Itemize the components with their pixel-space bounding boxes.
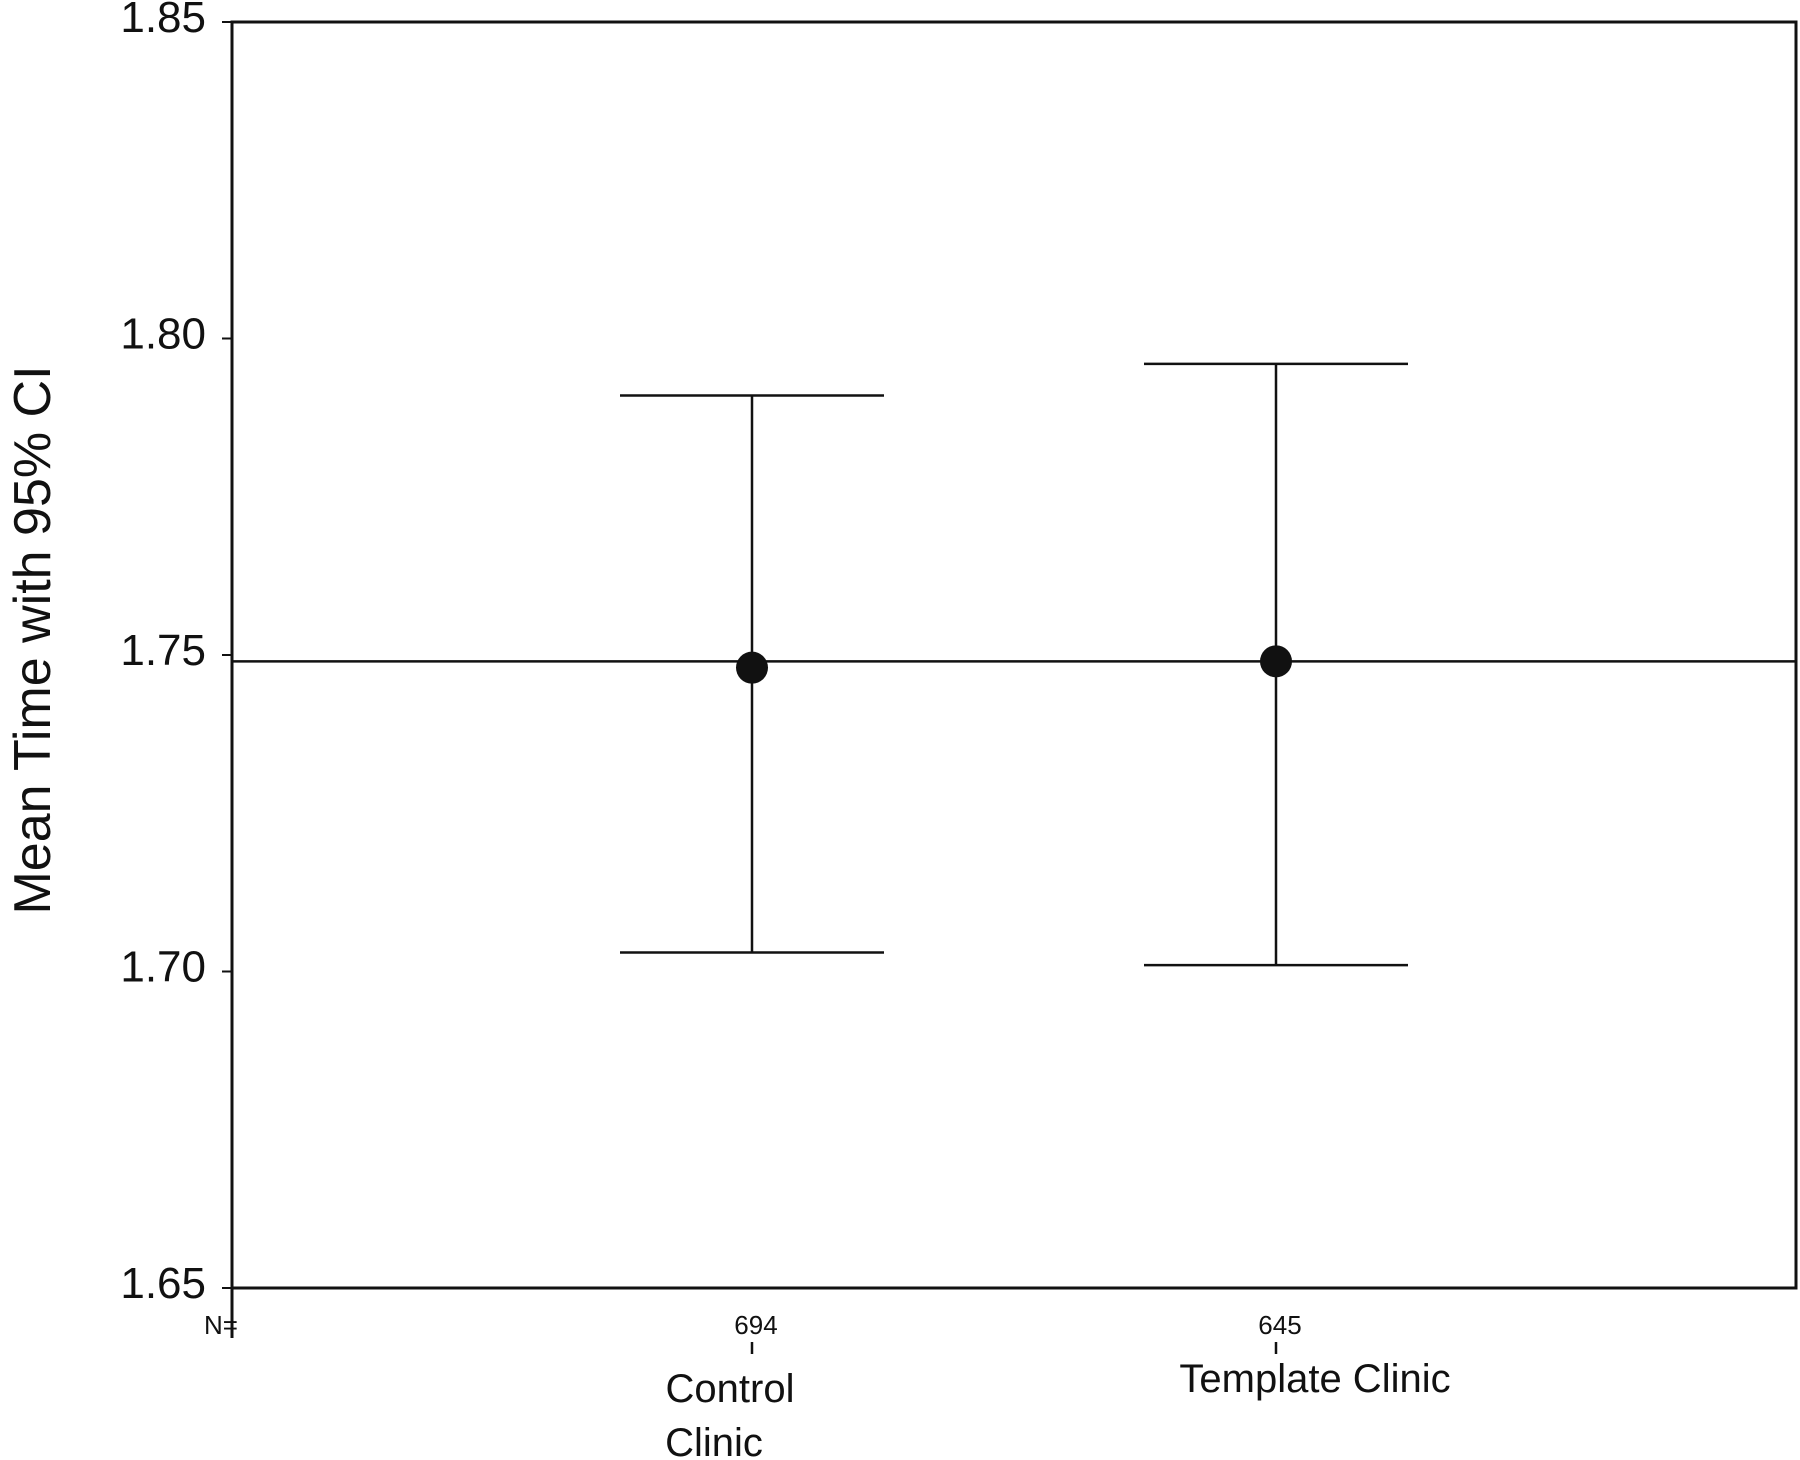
n-value-label: 694 [734,1310,777,1340]
y-tick-label: 1.65 [120,1259,206,1308]
y-tick-label: 1.75 [120,626,206,675]
category-label: Template Clinic [1179,1357,1450,1401]
category-label: Control [666,1367,795,1411]
y-tick-label: 1.80 [120,310,206,359]
y-axis-title: Mean Time with 95% CI [4,365,62,914]
y-tick-label: 1.85 [120,0,206,42]
y-tick-label: 1.70 [120,943,206,992]
n-prefix-label: N= [204,1310,238,1340]
mean-point [1260,645,1292,678]
n-value-label: 645 [1258,1310,1301,1340]
plot-frame [230,20,1798,1290]
category-label: Clinic [665,1421,763,1460]
mean-point [736,651,768,684]
